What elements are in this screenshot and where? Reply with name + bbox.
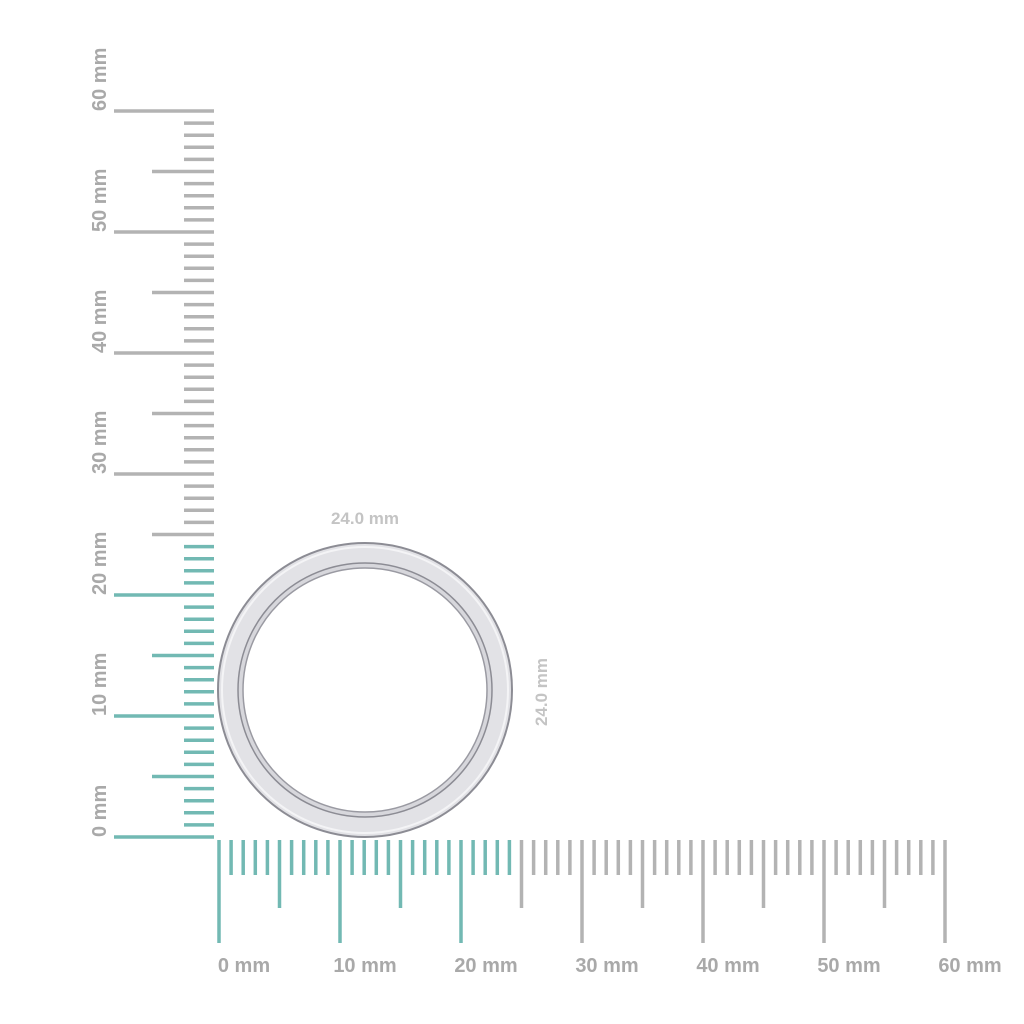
ruler-labels: 0 mm 10 mm 20 mm 30 mm 40 mm 50 mm 60 mm 0 mm 10…: [89, 48, 1002, 977]
x-label: 0 mm: [218, 955, 270, 977]
y-label: 60 mm: [89, 48, 111, 111]
ring-hole: [242, 567, 488, 813]
ring-width-label: 24.0 mm: [331, 509, 399, 528]
x-label: 50 mm: [817, 955, 880, 977]
y-label: 20 mm: [89, 532, 111, 595]
ruler-ticks: [114, 109, 947, 943]
x-label: 30 mm: [575, 955, 638, 977]
y-label: 50 mm: [89, 169, 111, 232]
y-label: 30 mm: [89, 411, 111, 474]
x-label: 60 mm: [938, 955, 1001, 977]
y-label: 0 mm: [89, 785, 111, 837]
x-label: 20 mm: [454, 955, 517, 977]
x-label: 40 mm: [696, 955, 759, 977]
y-label: 10 mm: [89, 653, 111, 716]
ring-height-label: 24.0 mm: [532, 658, 551, 726]
y-label: 40 mm: [89, 290, 111, 353]
x-label: 10 mm: [333, 955, 396, 977]
ring-image: [217, 542, 513, 838]
